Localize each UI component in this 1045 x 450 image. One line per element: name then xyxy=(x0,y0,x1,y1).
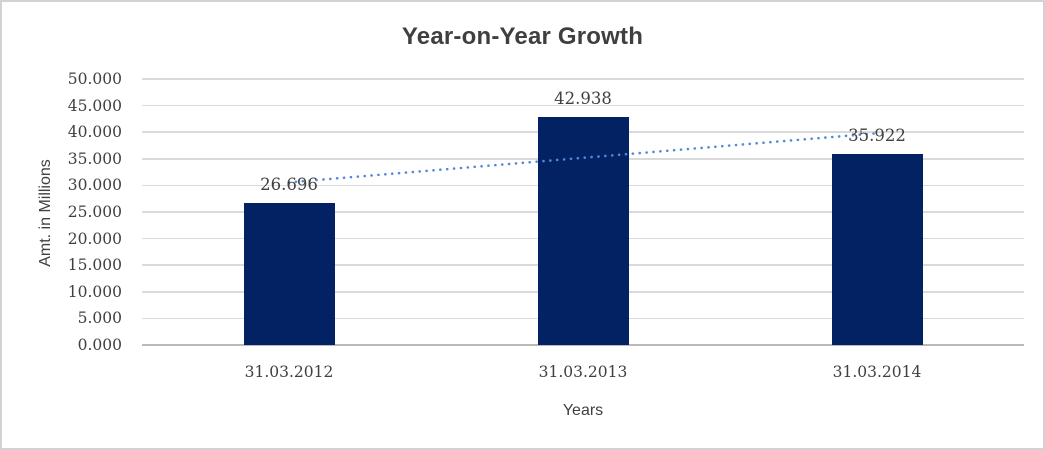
y-axis-tick-label: 35.000 xyxy=(67,149,122,168)
y-axis-tick-label: 45.000 xyxy=(67,96,122,115)
y-axis-tick-label: 50.000 xyxy=(67,70,122,88)
data-label: 35.922 xyxy=(848,125,906,145)
x-axis-title: Years xyxy=(562,402,604,419)
bar xyxy=(537,116,629,345)
y-axis-tick-label: 40.000 xyxy=(67,123,122,142)
x-axis-tick-label: 31.03.2013 xyxy=(538,363,628,381)
bar xyxy=(243,202,335,345)
x-axis-tick-label: 31.03.2012 xyxy=(244,363,334,381)
x-axis-tick-label: 31.03.2014 xyxy=(832,363,922,381)
gridline xyxy=(142,78,1024,80)
y-axis-tick-label: 15.000 xyxy=(67,256,122,275)
y-axis-tick-label: 25.000 xyxy=(67,203,122,221)
data-label: 26.696 xyxy=(260,174,318,194)
chart-title: Year-on-Year Growth xyxy=(401,23,644,50)
data-label: 42.938 xyxy=(554,88,612,108)
x-axis-line xyxy=(142,344,1024,346)
y-axis-tick-label: 5.000 xyxy=(77,309,122,328)
gridline xyxy=(142,104,1024,107)
y-axis-tick-label: 0.000 xyxy=(77,336,122,354)
y-axis-tick-label: 10.000 xyxy=(67,282,122,301)
bar xyxy=(831,153,923,345)
y-axis-tick-label: 30.000 xyxy=(67,176,122,195)
y-axis-tick-label: 20.000 xyxy=(67,229,122,248)
